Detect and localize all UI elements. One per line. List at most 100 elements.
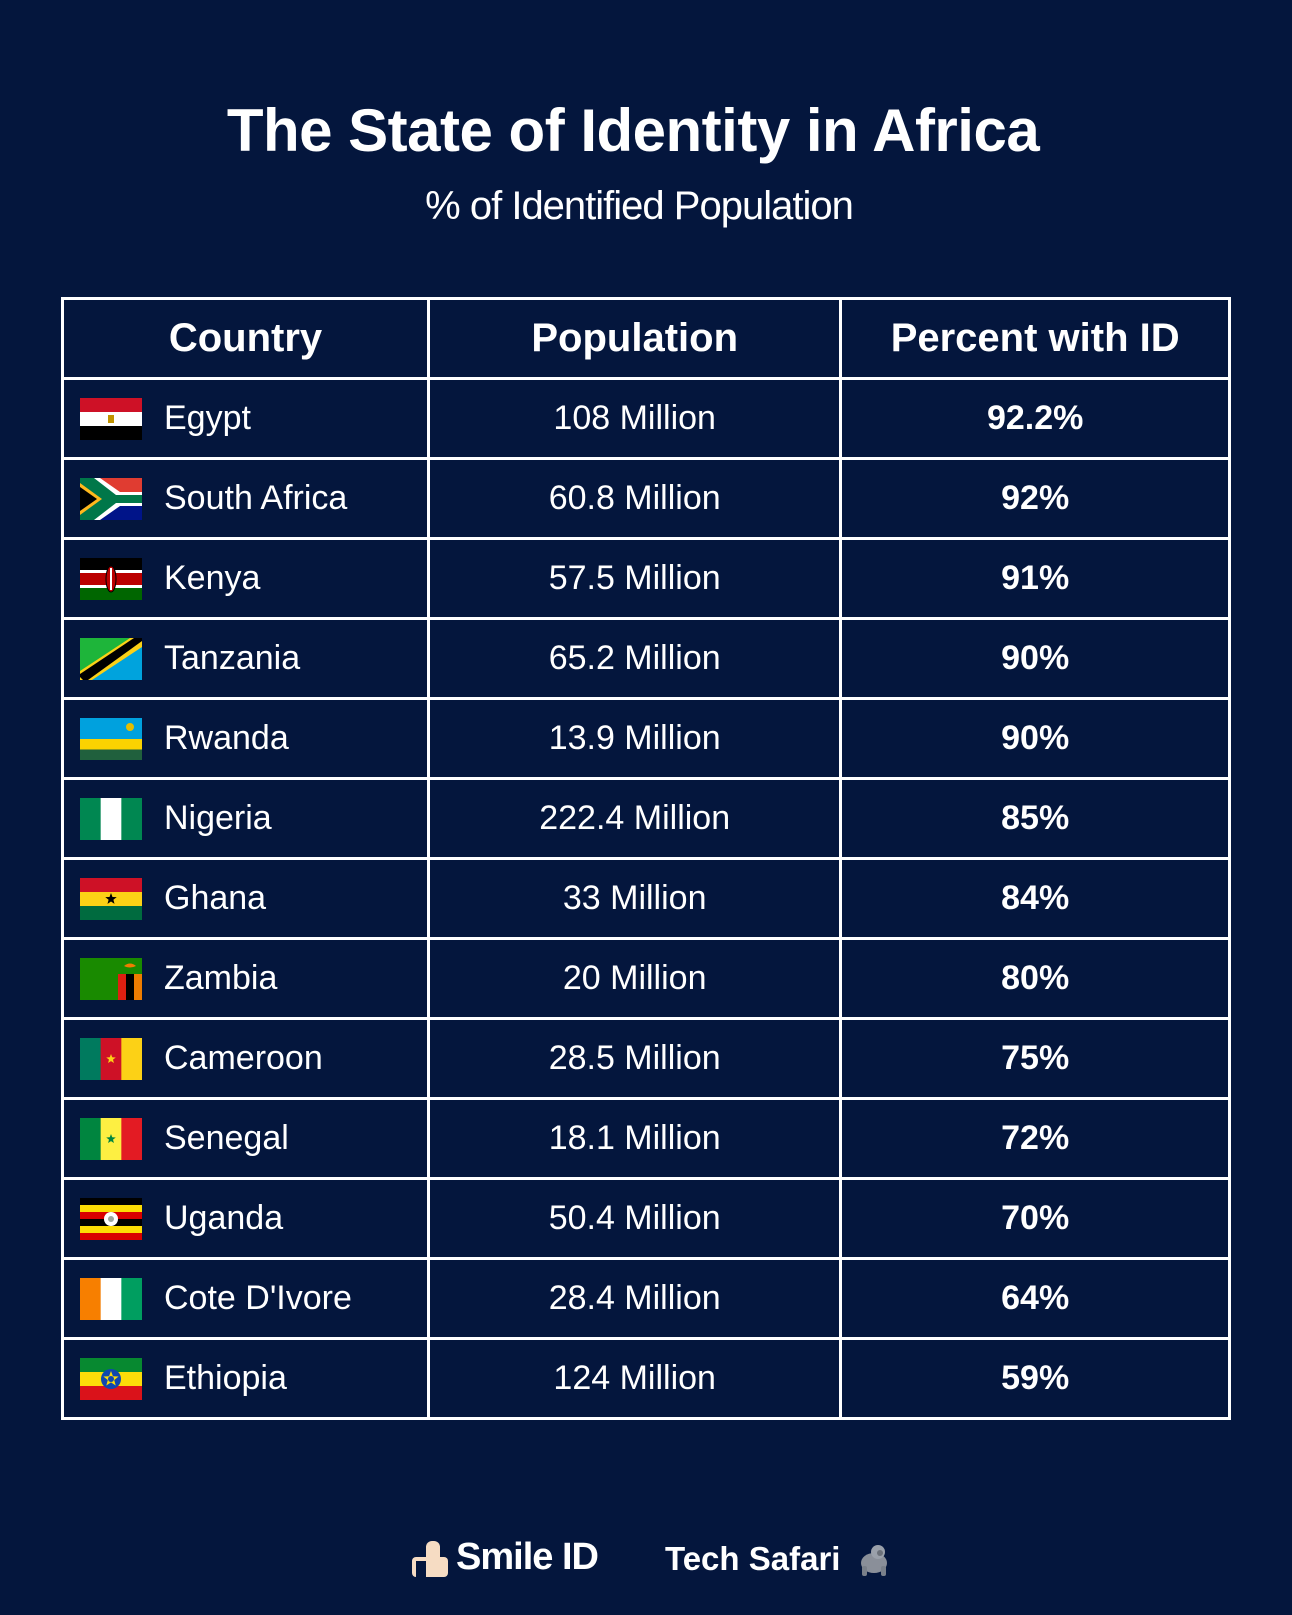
country-cell-content: Nigeria <box>64 797 427 840</box>
country-name: Ghana <box>164 879 267 917</box>
country-cell: Ethiopia <box>60 1337 431 1420</box>
table-row: Senegal 18.1 Million 72% <box>60 1097 1231 1180</box>
population-cell: 65.2 Million <box>427 617 843 700</box>
country-cell-content: South Africa <box>64 477 427 520</box>
column-header-percent: Percent with ID <box>839 297 1231 380</box>
population-cell: 124 Million <box>427 1337 843 1420</box>
percent-with-id-cell: 91% <box>839 537 1231 620</box>
table-row: South Africa 60.8 Million 92% <box>60 457 1231 540</box>
population-cell: 28.5 Million <box>427 1017 843 1100</box>
population-cell: 28.4 Million <box>427 1257 843 1340</box>
tech-safari-brand-text: Tech Safari <box>665 1540 841 1577</box>
country-name: Nigeria <box>164 799 272 837</box>
smile-id-brand-text: Smile ID <box>456 1536 599 1578</box>
column-header-country: Country <box>60 297 431 380</box>
population-cell: 33 Million <box>427 857 843 940</box>
percent-with-id-cell: 84% <box>839 857 1231 940</box>
percent-with-id-cell: 85% <box>839 777 1231 860</box>
country-cell: Egypt <box>60 377 431 460</box>
zambia-flag-icon <box>80 957 142 1000</box>
country-cell-content: Cameroon <box>64 1037 427 1080</box>
gorilla-icon <box>861 1545 888 1576</box>
percent-with-id-cell: 80% <box>839 937 1231 1020</box>
country-cell-content: Zambia <box>64 957 427 1000</box>
tanzania-flag-icon <box>80 637 142 680</box>
country-name: Kenya <box>164 559 261 597</box>
uganda-flag-icon <box>80 1197 142 1240</box>
country-cell: Uganda <box>60 1177 431 1260</box>
percent-with-id-cell: 75% <box>839 1017 1231 1100</box>
table-row: Tanzania 65.2 Million 90% <box>60 617 1231 700</box>
country-cell-content: Kenya <box>64 557 427 600</box>
percent-with-id-cell: 92% <box>839 457 1231 540</box>
country-name: Zambia <box>164 959 278 997</box>
country-name: Senegal <box>164 1119 289 1157</box>
country-name: Uganda <box>164 1199 284 1237</box>
rwanda-flag-icon <box>80 717 142 760</box>
table-row: Uganda 50.4 Million 70% <box>60 1177 1231 1260</box>
country-name: South Africa <box>164 479 348 517</box>
table-header-row: Country Population Percent with ID <box>60 297 1231 380</box>
table-row: Egypt 108 Million 92.2% <box>60 377 1231 460</box>
egypt-flag-icon <box>80 397 142 440</box>
population-cell: 222.4 Million <box>427 777 843 860</box>
table-row: Kenya 57.5 Million 91% <box>60 537 1231 620</box>
tech-safari-logo: Tech Safari <box>665 1540 890 1578</box>
country-cell-content: Ghana <box>64 877 427 920</box>
country-cell: Ghana <box>60 857 431 940</box>
country-cell-content: Uganda <box>64 1197 427 1240</box>
country-cell-content: Ethiopia <box>64 1357 427 1400</box>
country-cell: South Africa <box>60 457 431 540</box>
percent-with-id-cell: 90% <box>839 617 1231 700</box>
percent-with-id-cell: 70% <box>839 1177 1231 1260</box>
percent-with-id-cell: 64% <box>839 1257 1231 1340</box>
smile-id-logo-icon <box>412 1540 448 1577</box>
population-cell: 13.9 Million <box>427 697 843 780</box>
footer: Smile ID Tech Safari <box>0 1530 1292 1590</box>
nigeria-flag-icon <box>80 797 142 840</box>
country-cell: Cote D'Ivore <box>60 1257 431 1340</box>
table-body: Egypt 108 Million 92.2% South Africa 60.8 M… <box>60 377 1231 1420</box>
south-africa-flag-icon <box>80 477 142 520</box>
country-cell: Tanzania <box>60 617 431 700</box>
country-name: Ethiopia <box>164 1359 287 1397</box>
country-cell: Senegal <box>60 1097 431 1180</box>
page-title: The State of Identity in Africa <box>226 97 1040 164</box>
ethiopia-flag-icon <box>80 1357 142 1400</box>
percent-with-id-cell: 59% <box>839 1337 1231 1420</box>
country-cell-content: Tanzania <box>64 637 427 680</box>
population-cell: 60.8 Million <box>427 457 843 540</box>
smile-id-logo: Smile ID <box>412 1536 599 1579</box>
country-name: Tanzania <box>164 639 301 677</box>
country-name: Rwanda <box>164 719 289 757</box>
percent-with-id-cell: 72% <box>839 1097 1231 1180</box>
country-cell-content: Senegal <box>64 1117 427 1160</box>
percent-with-id-cell: 92.2% <box>839 377 1231 460</box>
table-row: Ghana 33 Million 84% <box>60 857 1231 940</box>
table-row: Ethiopia 124 Million 59% <box>60 1337 1231 1420</box>
column-header-population: Population <box>427 297 843 380</box>
country-name: Egypt <box>164 399 251 437</box>
population-cell: 18.1 Million <box>427 1097 843 1180</box>
page-subtitle: % of Identified Population <box>425 184 854 228</box>
senegal-flag-icon <box>80 1117 142 1160</box>
population-cell: 20 Million <box>427 937 843 1020</box>
kenya-flag-icon <box>80 557 142 600</box>
identity-table: Country Population Percent with ID Egypt… <box>60 297 1231 1420</box>
population-cell: 108 Million <box>427 377 843 460</box>
table-row: Zambia 20 Million 80% <box>60 937 1231 1020</box>
country-cell: Kenya <box>60 537 431 620</box>
country-cell-content: Egypt <box>64 397 427 440</box>
table-row: Nigeria 222.4 Million 85% <box>60 777 1231 860</box>
country-cell: Rwanda <box>60 697 431 780</box>
table-row: Rwanda 13.9 Million 90% <box>60 697 1231 780</box>
table-row: Cote D'Ivore 28.4 Million 64% <box>60 1257 1231 1340</box>
country-cell: Zambia <box>60 937 431 1020</box>
population-cell: 57.5 Million <box>427 537 843 620</box>
country-name: Cameroon <box>164 1039 323 1077</box>
country-cell: Cameroon <box>60 1017 431 1100</box>
country-cell-content: Cote D'Ivore <box>64 1277 427 1320</box>
country-name: Cote D'Ivore <box>164 1279 352 1317</box>
country-cell: Nigeria <box>60 777 431 860</box>
percent-with-id-cell: 90% <box>839 697 1231 780</box>
